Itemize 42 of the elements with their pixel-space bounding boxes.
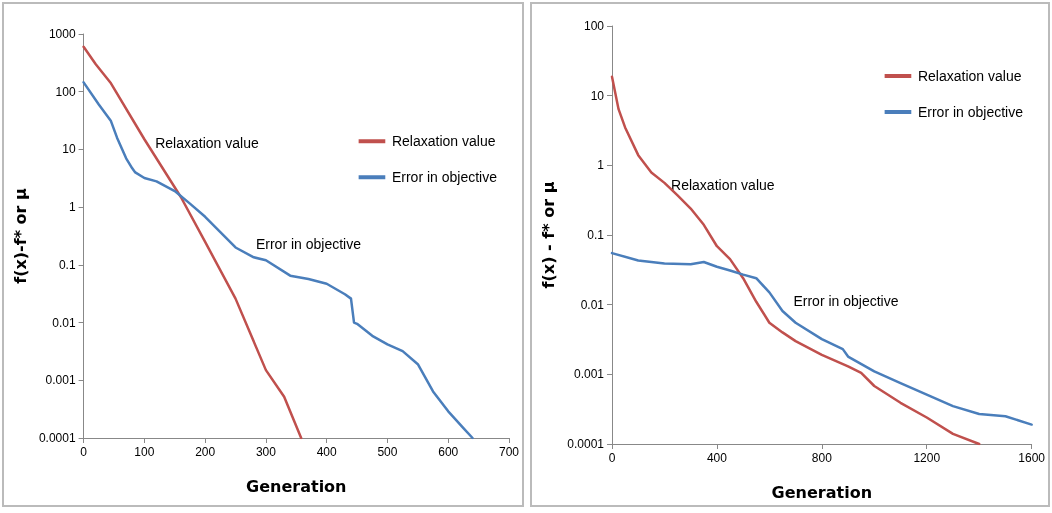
x-axis-title: Generation xyxy=(246,476,347,496)
legend-label: Error in objective xyxy=(391,169,498,186)
x-tick-label: 500 xyxy=(377,445,398,459)
y-tick-label: 0.1 xyxy=(58,257,76,272)
x-axis-title: Generation xyxy=(771,482,873,502)
line-series xyxy=(610,251,1033,426)
y-axis-title: f(x)-f* or μ xyxy=(10,187,30,284)
x-tick-label: 0 xyxy=(608,451,616,465)
y-tick-label: 0.001 xyxy=(573,367,605,382)
line-series xyxy=(82,45,303,440)
y-tick-label: 100 xyxy=(583,19,605,33)
y-tick-label: 100 xyxy=(55,84,76,99)
y-tick-label: 1 xyxy=(68,200,76,215)
y-tick-label: 0.0001 xyxy=(38,431,76,445)
y-tick-label: 10 xyxy=(590,88,605,103)
y-axis-title: f(x) - f* or μ xyxy=(538,181,558,289)
annotation: Relaxation value xyxy=(155,135,259,152)
y-tick-label: 0.001 xyxy=(45,373,76,388)
legend-label: Relaxation value xyxy=(391,133,496,150)
x-tick-label: 800 xyxy=(811,451,833,465)
x-tick-label: 0 xyxy=(80,445,88,459)
y-tick-label: 10 xyxy=(62,142,76,157)
legend-label: Relaxation value xyxy=(917,68,1022,84)
x-tick-label: 200 xyxy=(195,445,216,459)
legend-label: Error in objective xyxy=(917,104,1024,120)
x-tick-label: 700 xyxy=(498,445,520,459)
x-tick-label: 100 xyxy=(134,445,155,459)
x-tick-label: 600 xyxy=(438,445,459,459)
y-tick-label: 1 xyxy=(597,158,605,173)
x-tick-label: 1600 xyxy=(1018,451,1046,465)
annotation: Relaxation value xyxy=(671,176,775,193)
y-tick-label: 1000 xyxy=(48,27,76,41)
annotation: Error in objective xyxy=(255,236,362,253)
y-tick-label: 0.01 xyxy=(580,297,605,312)
x-tick-label: 1200 xyxy=(913,451,941,465)
y-tick-label: 0.0001 xyxy=(567,437,605,451)
annotation: Error in objective xyxy=(793,292,899,309)
y-tick-label: 0.1 xyxy=(587,228,605,242)
x-tick-label: 300 xyxy=(255,445,277,459)
x-tick-label: 400 xyxy=(316,445,338,459)
y-tick-label: 0.01 xyxy=(52,315,76,330)
x-tick-label: 400 xyxy=(706,451,728,465)
